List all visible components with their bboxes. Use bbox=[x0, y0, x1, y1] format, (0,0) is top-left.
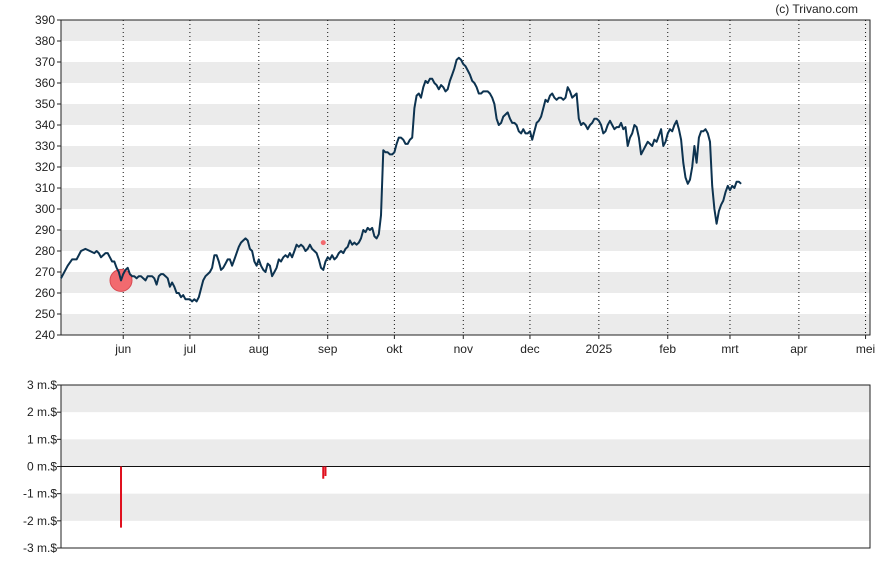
month-label: 2025 bbox=[586, 342, 613, 356]
price-band bbox=[61, 230, 870, 251]
month-label: aug bbox=[249, 342, 269, 356]
signal-marker-dot bbox=[320, 240, 326, 246]
price-y-tick-label: 310 bbox=[35, 181, 55, 195]
month-label: jul bbox=[183, 342, 196, 356]
price-y-tick-label: 270 bbox=[35, 265, 55, 279]
month-label: feb bbox=[659, 342, 676, 356]
volume-y-tick-label: 0 m.$ bbox=[27, 460, 57, 474]
month-label: mei bbox=[856, 342, 875, 356]
price-y-tick-label: 330 bbox=[35, 139, 55, 153]
price-y-tick-label: 250 bbox=[35, 307, 55, 321]
price-band bbox=[61, 20, 870, 41]
price-y-tick-label: 290 bbox=[35, 223, 55, 237]
price-band bbox=[61, 146, 870, 167]
price-line bbox=[60, 56, 742, 303]
month-label: okt bbox=[386, 342, 403, 356]
volume-y-tick-label: -3 m.$ bbox=[23, 541, 57, 555]
volume-y-tick-label: -1 m.$ bbox=[23, 487, 57, 501]
volume-band bbox=[61, 439, 870, 467]
month-label: sep bbox=[318, 342, 338, 356]
month-label: apr bbox=[790, 342, 807, 356]
price-y-tick-label: 240 bbox=[35, 328, 55, 342]
price-band bbox=[61, 62, 870, 83]
price-y-tick-label: 360 bbox=[35, 76, 55, 90]
price-y-tick-label: 300 bbox=[35, 202, 55, 216]
price-y-tick-label: 340 bbox=[35, 118, 55, 132]
volume-y-tick-label: 2 m.$ bbox=[27, 405, 57, 419]
volume-band bbox=[61, 493, 870, 521]
volume-y-tick-label: 3 m.$ bbox=[27, 378, 57, 392]
price-plot-frame bbox=[60, 19, 871, 336]
volume-band bbox=[61, 385, 870, 413]
price-y-tick-label: 370 bbox=[35, 55, 55, 69]
price-y-tick-label: 380 bbox=[35, 34, 55, 48]
price-y-tick-label: 280 bbox=[35, 244, 55, 258]
price-y-tick-label: 390 bbox=[35, 13, 55, 27]
price-band bbox=[61, 104, 870, 125]
price-y-tick-label: 350 bbox=[35, 97, 55, 111]
month-label: nov bbox=[454, 342, 473, 356]
volume-y-tick-label: 1 m.$ bbox=[27, 432, 57, 446]
volume-bar bbox=[324, 466, 327, 477]
volume-y-tick-label: -2 m.$ bbox=[23, 514, 57, 528]
month-label: jun bbox=[114, 342, 131, 356]
credit-text: (c) Trivano.com bbox=[775, 2, 858, 16]
price-y-tick-label: 320 bbox=[35, 160, 55, 174]
volume-bar bbox=[120, 466, 123, 528]
price-y-tick-label: 260 bbox=[35, 286, 55, 300]
month-label: mrt bbox=[721, 342, 739, 356]
price-band bbox=[61, 188, 870, 209]
volume-panel: -3 m.$ -2 m.$ -1 m.$ 0 m.$ 1 m.$ 2 m.$ 3 m.$ bbox=[23, 378, 871, 555]
price-band bbox=[61, 272, 870, 293]
price-panel: 240 250 260 270 280 290 300 310 320 330 340 350 360 3… bbox=[35, 13, 875, 356]
month-label: dec bbox=[520, 342, 539, 356]
volume-bar bbox=[322, 466, 325, 479]
price-band bbox=[61, 314, 870, 335]
